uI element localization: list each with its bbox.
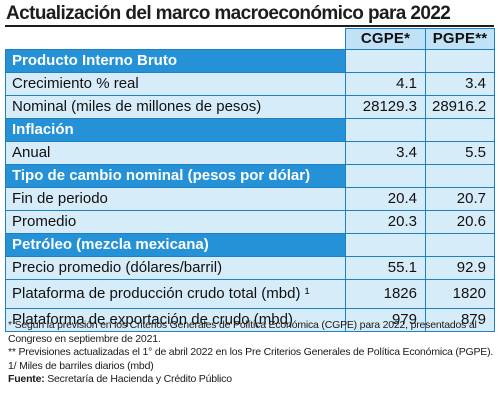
table-row: Plataforma de exportación de crudo (mbd)… xyxy=(5,308,495,332)
data-table: CGPE* PGPE** Producto Interno Bruto Crec… xyxy=(5,28,495,332)
pgpe-value: 20.6 xyxy=(425,210,495,234)
table-row: Nominal (miles de millones de pesos) 281… xyxy=(5,95,495,119)
section-title: Tipo de cambio nominal (pesos por dólar) xyxy=(5,164,346,188)
cgpe-value: 20.4 xyxy=(345,187,426,211)
footnote-cgpe: * Según la previsión en los Criterios Ge… xyxy=(8,319,477,345)
cgpe-value: 20.3 xyxy=(345,210,426,234)
source-line: Fuente: Secretaría de Hacienda y Crédito… xyxy=(8,373,494,387)
pgpe-value: 28916.2 xyxy=(425,95,495,119)
pgpe-value: 1820 xyxy=(425,279,495,309)
row-label: Crecimiento % real xyxy=(5,72,346,96)
footnote-pgpe: ** Previsiones actualizadas el 1° de abr… xyxy=(8,346,494,358)
pgpe-value: 879 xyxy=(425,308,495,332)
section-header: Tipo de cambio nominal (pesos por dólar) xyxy=(5,164,495,188)
header-row: CGPE* PGPE** xyxy=(5,28,495,50)
column-header-pgpe: PGPE** xyxy=(425,28,495,50)
footnotes: * Según la previsión en los Criterios Ge… xyxy=(8,319,494,387)
pgpe-value: 3.4 xyxy=(425,72,495,96)
pgpe-value: 20.7 xyxy=(425,187,495,211)
column-header-cgpe: CGPE* xyxy=(345,28,426,50)
title-divider xyxy=(5,25,494,27)
row-label: Plataforma de exportación de crudo (mbd) xyxy=(5,308,346,332)
source-label: Fuente: xyxy=(8,373,45,385)
cgpe-value: 4.1 xyxy=(345,72,426,96)
table-row: Precio promedio (dólares/barril) 55.1 92… xyxy=(5,256,495,280)
section-header: Inflación xyxy=(5,118,495,142)
table-row: Plataforma de producción crudo total (mb… xyxy=(5,279,495,309)
cgpe-value: 55.1 xyxy=(345,256,426,280)
section-header: Petróleo (mezcla mexicana) xyxy=(5,233,495,257)
section-title: Petróleo (mezcla mexicana) xyxy=(5,233,346,257)
section-header: Producto Interno Bruto xyxy=(5,49,495,73)
row-label: Plataforma de producción crudo total (mb… xyxy=(5,279,346,309)
pgpe-value: 5.5 xyxy=(425,141,495,165)
row-label: Promedio xyxy=(5,210,346,234)
cgpe-value: 28129.3 xyxy=(345,95,426,119)
table-row: Promedio 20.3 20.6 xyxy=(5,210,495,234)
section-title: Inflación xyxy=(5,118,346,142)
table-row: Fin de periodo 20.4 20.7 xyxy=(5,187,495,211)
source-text: Secretaría de Hacienda y Crédito Público xyxy=(44,373,232,385)
row-label: Anual xyxy=(5,141,346,165)
pgpe-value: 92.9 xyxy=(425,256,495,280)
section-title: Producto Interno Bruto xyxy=(5,49,346,73)
header-blank-cell xyxy=(5,28,346,50)
footnote-mbd: 1/ Miles de barriles diarios (mbd) xyxy=(8,359,154,372)
row-label: Nominal (miles de millones de pesos) xyxy=(5,95,346,119)
row-label: Precio promedio (dólares/barril) xyxy=(5,256,346,280)
table-row: Crecimiento % real 4.1 3.4 xyxy=(5,72,495,96)
cgpe-value: 1826 xyxy=(345,279,426,309)
table-row: Anual 3.4 5.5 xyxy=(5,141,495,165)
cgpe-value: 979 xyxy=(345,308,426,332)
row-label: Fin de periodo xyxy=(5,187,346,211)
cgpe-value: 3.4 xyxy=(345,141,426,165)
page-title: Actualización del marco macroeconómico p… xyxy=(6,3,451,24)
